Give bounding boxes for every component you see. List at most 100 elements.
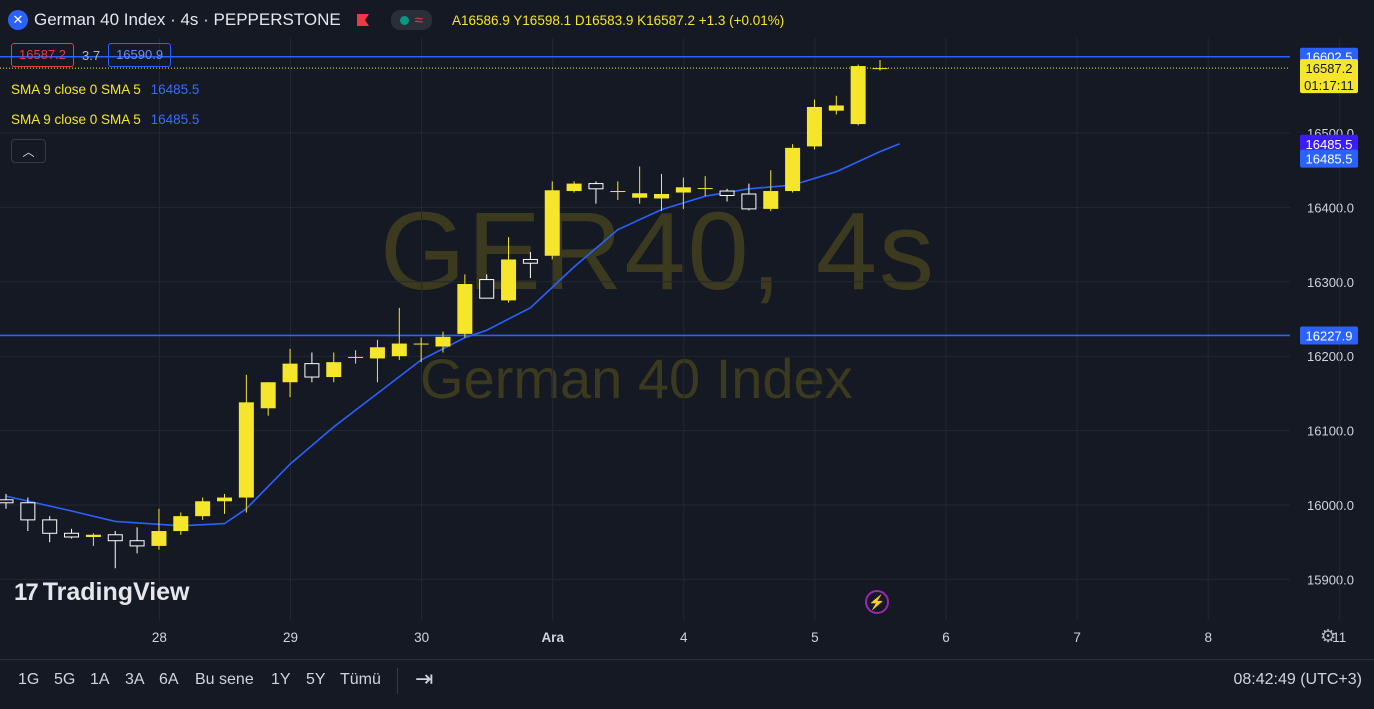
countdown-label: 01:17:11 <box>1304 78 1354 93</box>
logo-text: TradingView <box>42 578 190 606</box>
candle-body[interactable] <box>741 193 757 210</box>
price-tag <box>1300 134 1358 153</box>
price-tag-label: 16587.2 <box>1306 61 1353 76</box>
candle-body[interactable] <box>763 191 779 209</box>
candle-body[interactable] <box>479 279 495 299</box>
wave-icon: ≈ <box>414 11 423 29</box>
x-tick-label: Ara <box>541 630 564 645</box>
indicator-label: SMA 9 close 0 SMA 5 <box>11 82 141 97</box>
candle-body[interactable] <box>588 183 604 190</box>
candle-body[interactable] <box>566 183 582 192</box>
watermark-name: German 40 Index <box>420 347 853 410</box>
x-tick-label: 11 <box>1332 630 1346 645</box>
y-tick-label: 16000.0 <box>1307 498 1354 513</box>
indicator-legend[interactable]: SMA 9 close 0 SMA 5 16485.5 <box>11 82 199 97</box>
price-tag <box>1300 59 1358 94</box>
candle-body[interactable] <box>544 190 560 256</box>
range-5g-button[interactable]: 5G <box>54 671 76 688</box>
candle-body[interactable] <box>20 502 36 521</box>
price-chart[interactable]: 15900.0 16000.0 16100.0 16200.0 16300.0 16400… <box>0 0 1374 659</box>
candle-body[interactable] <box>391 343 407 357</box>
tradingview-logo-icon: 17 <box>14 578 39 606</box>
candle-body[interactable] <box>457 284 473 334</box>
x-tick-label: 29 <box>283 630 298 645</box>
chevron-up-icon: ︿ <box>22 144 35 159</box>
x-tick-label: 4 <box>680 630 688 645</box>
candle-body[interactable] <box>42 519 58 534</box>
range-3a-button[interactable]: 3A <box>125 671 145 688</box>
candle-body[interactable] <box>282 363 298 383</box>
price-tag-label: 16485.5 <box>1306 137 1353 152</box>
ohlc-values: A16586.9 Y16598.1 D16583.9 K16587.2 +1.3… <box>451 12 785 28</box>
candle-body[interactable] <box>64 532 80 538</box>
candle-body[interactable] <box>610 191 626 193</box>
spread-value: 3.7 <box>82 47 101 63</box>
candle-body[interactable] <box>173 516 189 532</box>
symbol-title[interactable]: German 40 Index · 4s · PEPPERSTONE <box>34 10 341 29</box>
x-tick-label: 8 <box>1204 630 1212 645</box>
candle-body[interactable] <box>435 336 451 347</box>
bottom-toolbar: 1G 5G 1A 3A 6A Bu sene 1Y 5Y Tümü ⇥ 08:4… <box>0 659 1374 704</box>
tradingview-logo[interactable]: 17 TradingView <box>14 578 190 607</box>
price-tag-label: 16227.9 <box>1306 328 1353 343</box>
candle-body[interactable] <box>719 190 735 196</box>
x-tick-label: 7 <box>1073 630 1081 645</box>
candle-body[interactable] <box>828 105 844 111</box>
range-1y-button[interactable]: 1Y <box>271 671 291 688</box>
candle-body[interactable] <box>501 259 517 301</box>
candle-body[interactable] <box>238 402 254 498</box>
y-tick-label: 16400.0 <box>1307 200 1354 215</box>
market-open-dot-icon <box>399 15 409 25</box>
range-all-button[interactable]: Tümü <box>340 671 381 688</box>
range-1a-button[interactable]: 1A <box>90 671 110 688</box>
candle-body[interactable] <box>326 362 342 378</box>
x-tick-label: 30 <box>414 630 429 645</box>
candle-body[interactable] <box>348 356 364 358</box>
price-tag <box>1300 326 1358 345</box>
price-tag-label: 16485.5 <box>1306 152 1353 167</box>
candle-body[interactable] <box>304 363 320 378</box>
x-tick-label: 5 <box>811 630 819 645</box>
range-6a-button[interactable]: 6A <box>159 671 179 688</box>
y-tick-label: 16200.0 <box>1307 349 1354 364</box>
range-1g-button[interactable]: 1G <box>18 671 40 688</box>
candle-body[interactable] <box>806 106 822 147</box>
candle-body[interactable] <box>675 187 691 193</box>
candle-body[interactable] <box>654 194 669 199</box>
candle-body[interactable] <box>369 347 385 359</box>
calendar-goto-icon[interactable]: ⇥ <box>415 666 434 691</box>
sell-price-button[interactable]: 16587.2 <box>11 43 74 67</box>
candle-body[interactable] <box>522 258 538 264</box>
candle-body[interactable] <box>129 540 145 547</box>
gear-icon[interactable]: ⚙ <box>1320 626 1337 646</box>
red-flag-icon[interactable] <box>355 13 371 27</box>
lightning-icon[interactable]: ⚡ <box>865 590 889 614</box>
y-tick-label: 16300.0 <box>1307 275 1354 290</box>
price-buttons: 16587.2 3.7 16590.9 <box>11 42 172 68</box>
candle-body[interactable] <box>107 534 123 542</box>
range-5y-button[interactable]: 5Y <box>306 671 326 688</box>
candle-body[interactable] <box>260 382 276 409</box>
clock-timezone[interactable]: 08:42:49 (UTC+3) <box>1233 671 1362 688</box>
buy-price-button[interactable]: 16590.9 <box>108 43 172 67</box>
indicator-legend[interactable]: SMA 9 close 0 SMA 5 16485.5 <box>11 112 199 127</box>
candle-body[interactable] <box>195 501 211 517</box>
x-circle-icon[interactable]: ✕ <box>8 10 28 30</box>
indicator-value: 16485.5 <box>150 112 200 127</box>
market-status-badge[interactable]: ≈ <box>390 10 432 30</box>
candle-body[interactable] <box>872 68 888 70</box>
candle-body[interactable] <box>85 534 101 537</box>
candle-body[interactable] <box>785 147 801 192</box>
collapse-legend-button[interactable]: ︿ <box>11 139 46 163</box>
y-tick-label: 16100.0 <box>1307 424 1354 439</box>
candle-body[interactable] <box>632 193 648 198</box>
candle-body[interactable] <box>217 497 232 502</box>
candle-body[interactable] <box>697 188 713 190</box>
candle-body[interactable] <box>413 343 429 345</box>
candle-body[interactable] <box>850 66 866 125</box>
x-tick-label: 28 <box>152 630 167 645</box>
range-ytd-button[interactable]: Bu sene <box>195 671 254 688</box>
candle-body[interactable] <box>151 531 167 546</box>
candle-body[interactable] <box>0 499 14 504</box>
